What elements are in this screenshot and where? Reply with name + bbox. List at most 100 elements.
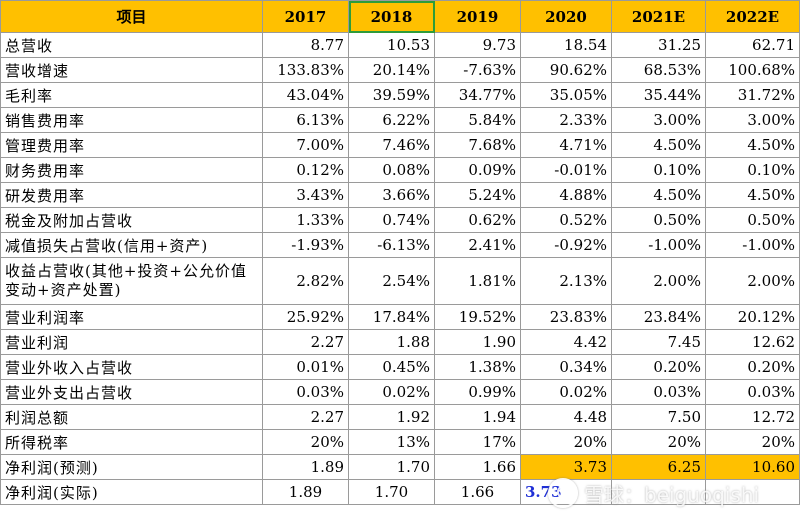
table-cell[interactable]: 0.12% bbox=[262, 157, 349, 183]
row-label[interactable]: 管理费用率 bbox=[0, 132, 263, 158]
table-cell[interactable]: 23.83% bbox=[520, 304, 612, 330]
table-cell[interactable]: 1.70 bbox=[348, 454, 435, 480]
header-item[interactable]: 项目 bbox=[0, 0, 263, 33]
table-cell[interactable]: 9.73 bbox=[434, 32, 521, 58]
table-cell[interactable]: 2.00% bbox=[611, 257, 706, 305]
row-label[interactable]: 营业利润 bbox=[0, 329, 263, 355]
table-cell[interactable]: 4.50% bbox=[705, 132, 800, 158]
row-label[interactable]: 营业外支出占营收 bbox=[0, 379, 263, 405]
table-cell[interactable]: 0.03% bbox=[262, 379, 349, 405]
row-label[interactable]: 净利润(实际) bbox=[0, 479, 263, 505]
table-cell[interactable]: 2.33% bbox=[520, 107, 612, 133]
table-cell[interactable]: 31.25 bbox=[611, 32, 706, 58]
table-cell[interactable]: 2.27 bbox=[262, 329, 349, 355]
table-cell[interactable]: 0.02% bbox=[520, 379, 612, 405]
table-cell[interactable]: 0.09% bbox=[434, 157, 521, 183]
table-cell[interactable]: 1.33% bbox=[262, 207, 349, 233]
table-cell[interactable]: 1.38% bbox=[434, 354, 521, 380]
table-cell[interactable]: -7.63% bbox=[434, 57, 521, 83]
table-cell[interactable]: 7.46% bbox=[348, 132, 435, 158]
table-cell[interactable]: 90.62% bbox=[520, 57, 612, 83]
table-cell[interactable]: 17.84% bbox=[348, 304, 435, 330]
table-cell[interactable]: 133.83% bbox=[262, 57, 349, 83]
table-cell[interactable]: 31.72% bbox=[705, 82, 800, 108]
table-cell[interactable]: 2.41% bbox=[434, 232, 521, 258]
table-cell[interactable]: 7.00% bbox=[262, 132, 349, 158]
table-cell[interactable]: 0.50% bbox=[705, 207, 800, 233]
row-label[interactable]: 利润总额 bbox=[0, 404, 263, 430]
header-2019[interactable]: 2019 bbox=[434, 0, 521, 33]
table-cell[interactable]: -1.00% bbox=[705, 232, 800, 258]
table-cell[interactable]: 19.52% bbox=[434, 304, 521, 330]
table-cell[interactable]: 35.05% bbox=[520, 82, 612, 108]
table-cell[interactable]: 0.62% bbox=[434, 207, 521, 233]
actual-value-cell[interactable]: 3.73 bbox=[520, 479, 612, 505]
row-label[interactable]: 财务费用率 bbox=[0, 157, 263, 183]
table-cell[interactable]: 20% bbox=[520, 429, 612, 455]
row-label[interactable]: 净利润(预测) bbox=[0, 454, 263, 480]
table-cell[interactable]: 4.42 bbox=[520, 329, 612, 355]
row-label[interactable]: 收益占营收(其他+投资+公允价值变动+资产处置) bbox=[0, 257, 263, 305]
table-cell[interactable]: 2.27 bbox=[262, 404, 349, 430]
table-cell[interactable]: 20% bbox=[611, 429, 706, 455]
table-cell[interactable]: 1.81% bbox=[434, 257, 521, 305]
table-cell[interactable] bbox=[705, 479, 800, 505]
row-label[interactable]: 营业外收入占营收 bbox=[0, 354, 263, 380]
table-cell[interactable]: 3.00% bbox=[705, 107, 800, 133]
table-cell[interactable]: 1.92 bbox=[348, 404, 435, 430]
table-cell[interactable]: 5.24% bbox=[434, 182, 521, 208]
table-cell[interactable]: 20% bbox=[705, 429, 800, 455]
table-cell[interactable]: 4.50% bbox=[705, 182, 800, 208]
table-cell[interactable]: 10.53 bbox=[348, 32, 435, 58]
table-cell[interactable]: 3.43% bbox=[262, 182, 349, 208]
highlighted-cell[interactable]: 6.25 bbox=[611, 454, 706, 480]
table-cell[interactable]: 8.77 bbox=[262, 32, 349, 58]
row-label[interactable]: 总营收 bbox=[0, 32, 263, 58]
row-label[interactable]: 营收增速 bbox=[0, 57, 263, 83]
header-2022e[interactable]: 2022E bbox=[705, 0, 800, 33]
row-label[interactable]: 减值损失占营收(信用+资产) bbox=[0, 232, 263, 258]
table-cell[interactable]: 7.50 bbox=[611, 404, 706, 430]
table-cell[interactable]: 20% bbox=[262, 429, 349, 455]
table-cell[interactable]: 0.20% bbox=[611, 354, 706, 380]
table-cell[interactable]: 0.02% bbox=[348, 379, 435, 405]
table-cell[interactable]: -6.13% bbox=[348, 232, 435, 258]
table-cell[interactable]: 39.59% bbox=[348, 82, 435, 108]
table-cell[interactable]: 1.66 bbox=[434, 454, 521, 480]
table-cell[interactable]: 100.68% bbox=[705, 57, 800, 83]
table-cell[interactable]: -1.93% bbox=[262, 232, 349, 258]
table-cell[interactable]: 4.50% bbox=[611, 182, 706, 208]
table-cell[interactable] bbox=[611, 479, 706, 505]
table-cell[interactable]: 6.22% bbox=[348, 107, 435, 133]
row-label[interactable]: 税金及附加占营收 bbox=[0, 207, 263, 233]
table-cell[interactable]: 23.84% bbox=[611, 304, 706, 330]
table-cell[interactable]: 12.62 bbox=[705, 329, 800, 355]
table-cell[interactable]: 0.34% bbox=[520, 354, 612, 380]
table-cell[interactable]: 13% bbox=[348, 429, 435, 455]
table-cell[interactable]: 4.71% bbox=[520, 132, 612, 158]
table-cell[interactable]: 0.03% bbox=[611, 379, 706, 405]
row-label[interactable]: 所得税率 bbox=[0, 429, 263, 455]
table-cell[interactable]: 2.82% bbox=[262, 257, 349, 305]
header-2020[interactable]: 2020 bbox=[520, 0, 612, 33]
table-cell[interactable]: 43.04% bbox=[262, 82, 349, 108]
table-cell[interactable]: 0.10% bbox=[611, 157, 706, 183]
table-cell[interactable]: 1.70 bbox=[348, 479, 435, 505]
header-2018-selected[interactable]: 2018 bbox=[348, 0, 435, 33]
table-cell[interactable]: 0.50% bbox=[611, 207, 706, 233]
table-cell[interactable]: 1.94 bbox=[434, 404, 521, 430]
table-cell[interactable]: 7.68% bbox=[434, 132, 521, 158]
table-cell[interactable]: 34.77% bbox=[434, 82, 521, 108]
table-cell[interactable]: -1.00% bbox=[611, 232, 706, 258]
table-cell[interactable]: 2.54% bbox=[348, 257, 435, 305]
row-label[interactable]: 毛利率 bbox=[0, 82, 263, 108]
row-label[interactable]: 营业利润率 bbox=[0, 304, 263, 330]
table-cell[interactable]: 68.53% bbox=[611, 57, 706, 83]
table-cell[interactable]: 0.74% bbox=[348, 207, 435, 233]
table-cell[interactable]: 1.88 bbox=[348, 329, 435, 355]
table-cell[interactable]: 6.13% bbox=[262, 107, 349, 133]
table-cell[interactable]: 1.66 bbox=[434, 479, 521, 505]
table-cell[interactable]: 1.89 bbox=[262, 479, 349, 505]
table-cell[interactable]: 0.45% bbox=[348, 354, 435, 380]
table-cell[interactable]: 0.20% bbox=[705, 354, 800, 380]
